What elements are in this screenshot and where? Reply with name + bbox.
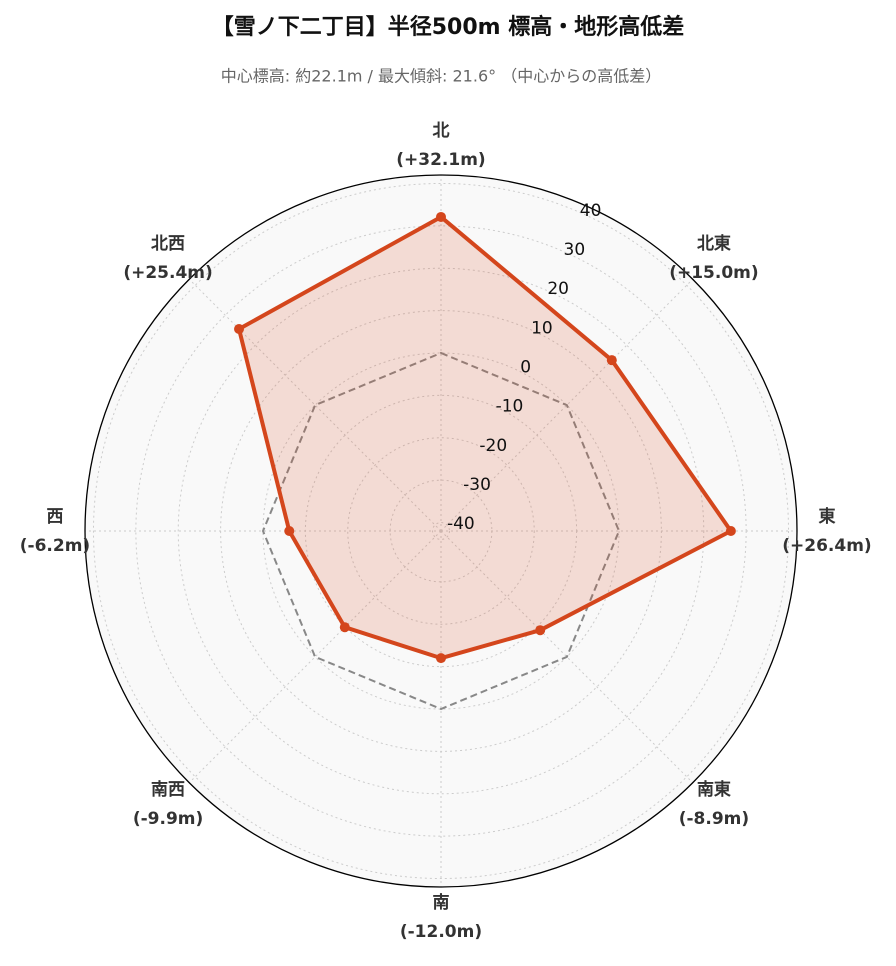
- r-tick-label: -40: [447, 514, 475, 534]
- chart-subtitle: 中心標高: 約22.1m / 最大傾斜: 21.6° （中心からの高低差）: [221, 67, 661, 86]
- data-point: [436, 653, 446, 664]
- direction-label: 北西: [151, 234, 185, 254]
- chart-title: 【雪ノ下二丁目】半径500m 標高・地形高低差: [212, 14, 685, 40]
- grid-ring: [92, 182, 790, 880]
- grid-ring: [432, 522, 450, 540]
- grid-spoke: [188, 530, 442, 784]
- value-label: (-6.2m): [20, 536, 90, 556]
- data-point: [436, 211, 446, 222]
- r-tick-label: 20: [547, 279, 569, 299]
- r-tick-label: 30: [564, 240, 586, 260]
- data-point: [284, 526, 295, 536]
- grid-spoke: [440, 530, 694, 784]
- data-point: [606, 355, 617, 366]
- r-tick-label: -30: [463, 475, 491, 495]
- r-tick-label: -20: [479, 436, 507, 456]
- zero-reference: [261, 351, 621, 711]
- value-label: (+25.4m): [123, 263, 212, 283]
- direction-label: 南: [433, 892, 450, 913]
- direction-label: 北: [433, 121, 450, 141]
- direction-label: 南西: [151, 779, 185, 800]
- grid-spoke: [188, 278, 442, 532]
- r-tick-label: 10: [531, 318, 553, 338]
- data-area: [239, 216, 731, 659]
- r-tick-label: 0: [520, 357, 531, 377]
- grid-ring: [262, 352, 620, 710]
- grid-ring: [177, 267, 705, 795]
- data-point: [339, 622, 350, 633]
- data-point: [535, 625, 546, 636]
- r-tick-label: -10: [496, 397, 524, 417]
- value-label: (-8.9m): [679, 809, 749, 829]
- value-label: (-12.0m): [400, 922, 482, 942]
- plot-border: [84, 174, 798, 888]
- direction-label: 東: [819, 506, 836, 527]
- grid-ring: [347, 437, 535, 625]
- value-label: (+26.4m): [782, 536, 871, 556]
- data-point: [725, 526, 736, 536]
- value-label: (-9.9m): [133, 809, 203, 829]
- direction-label: 南東: [697, 779, 731, 800]
- data-point: [234, 324, 245, 335]
- direction-label: 北東: [697, 233, 731, 254]
- value-label: (+32.1m): [396, 150, 485, 170]
- value-label: (+15.0m): [669, 263, 758, 283]
- grid-spoke: [440, 278, 694, 532]
- direction-label: 西: [47, 507, 64, 527]
- r-tick-label: 40: [580, 201, 602, 221]
